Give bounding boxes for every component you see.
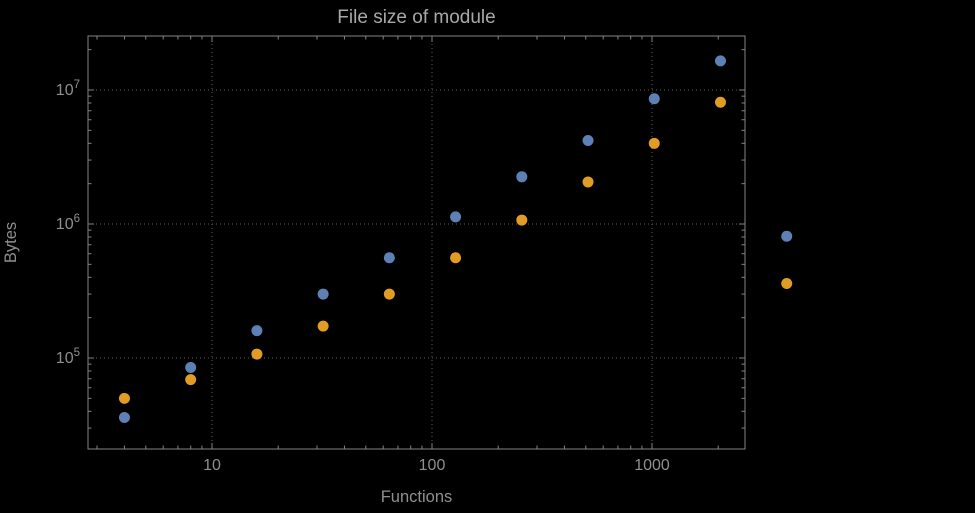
x-tick-labels: 10 100 1000 — [203, 457, 670, 474]
data-point — [714, 96, 726, 108]
y-tick-label: 105 — [56, 347, 80, 367]
x-tick-label: 1000 — [634, 457, 670, 474]
data-point — [317, 288, 329, 300]
y-tick-label: 107 — [56, 79, 80, 99]
data-point — [714, 55, 726, 67]
data-point — [185, 361, 197, 373]
data-point — [251, 348, 263, 360]
y-tick-label: 106 — [56, 213, 80, 233]
data-point — [185, 374, 197, 386]
y-tick-labels: 105 106 107 — [56, 79, 80, 367]
data-point — [582, 176, 594, 188]
data-point — [251, 325, 263, 337]
y-axis-label: Bytes — [2, 222, 20, 263]
data-point — [450, 252, 462, 264]
data-point — [516, 214, 528, 226]
data-point — [317, 320, 329, 332]
data-point — [118, 411, 130, 423]
data-point — [383, 288, 395, 300]
data-point — [781, 277, 793, 289]
chart-title: File size of module — [337, 7, 495, 28]
plot-frame — [87, 35, 746, 450]
data-point — [118, 392, 130, 404]
data-point — [383, 252, 395, 264]
x-axis-label: Functions — [381, 488, 453, 506]
data-point — [648, 137, 660, 149]
axis-ticks — [88, 36, 745, 449]
x-tick-label: 100 — [419, 457, 446, 474]
gridlines — [88, 36, 745, 449]
data-point — [648, 93, 660, 105]
data-point — [450, 211, 462, 223]
data-point — [781, 230, 793, 242]
data-point — [516, 171, 528, 183]
data-points — [118, 55, 793, 423]
data-point — [582, 134, 594, 146]
x-tick-label: 10 — [203, 457, 221, 474]
